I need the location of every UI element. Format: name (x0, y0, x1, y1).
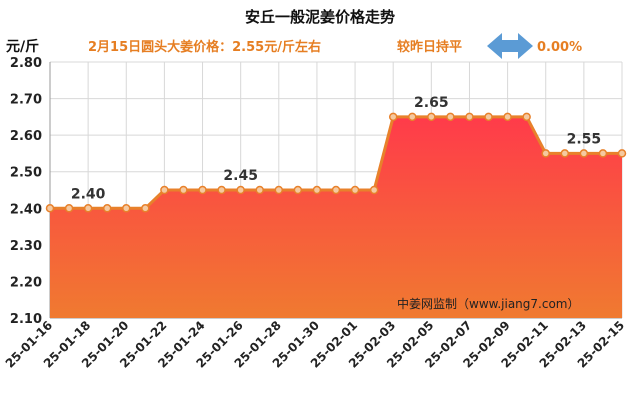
data-point (388, 112, 398, 122)
data-point (598, 149, 608, 158)
data-point (312, 185, 322, 195)
y-axis-ticks: 2.10 2.20 2.30 2.40 2.50 2.60 2.70 2.80 (10, 56, 42, 327)
double-arrow-icon (487, 33, 533, 59)
data-point (427, 112, 436, 122)
data-point (331, 185, 341, 195)
y-tick-label: 2.10 (10, 312, 42, 327)
change-percent: 0.00% (537, 40, 582, 55)
data-point (141, 204, 150, 213)
data-points (45, 112, 627, 213)
data-point (293, 185, 303, 195)
data-label: 2.40 (71, 186, 106, 202)
data-point (255, 185, 264, 195)
data-point (350, 185, 360, 195)
data-point (541, 149, 550, 158)
data-point (45, 204, 55, 213)
price-area-fill (50, 116, 622, 318)
data-labels: 2.40 2.45 2.65 2.55 (71, 95, 601, 202)
price-subtitle: 2月15日圆头大姜价格：2.55元/斤左右 (88, 39, 321, 55)
data-point (369, 185, 379, 195)
data-point (122, 204, 131, 213)
data-point (522, 112, 531, 122)
data-point (579, 149, 589, 158)
data-point (446, 112, 455, 122)
data-label: 2.45 (223, 168, 258, 184)
data-point (484, 112, 493, 122)
y-tick-label: 2.50 (10, 166, 42, 181)
y-unit-label: 元/斤 (6, 38, 39, 55)
data-point (465, 112, 474, 122)
data-label: 2.55 (567, 131, 602, 147)
y-tick-label: 2.30 (10, 239, 42, 254)
data-point (64, 204, 74, 213)
data-point (274, 185, 284, 195)
y-tick-label: 2.40 (10, 202, 42, 217)
data-point (617, 149, 627, 158)
data-point (217, 185, 226, 195)
watermark: 中姜网监制（www.jiang7.com） (397, 296, 579, 311)
data-point (83, 204, 93, 213)
data-point (236, 185, 245, 195)
data-point (560, 149, 570, 158)
y-tick-label: 2.70 (10, 93, 42, 108)
y-tick-label: 2.80 (10, 56, 42, 71)
data-point (198, 185, 207, 195)
data-point (160, 185, 169, 195)
compare-label: 较昨日持平 (397, 39, 462, 55)
chart-title: 安丘一般泥姜价格走势 (245, 8, 395, 26)
x-axis-ticks: 25-01-1625-01-1825-01-2025-01-2225-01-24… (3, 318, 627, 370)
data-point (408, 112, 417, 122)
y-tick-label: 2.20 (10, 275, 42, 290)
data-point (503, 112, 512, 122)
data-point (102, 204, 112, 213)
y-tick-label: 2.60 (10, 129, 42, 144)
data-point (179, 185, 188, 195)
data-label: 2.65 (414, 95, 449, 111)
